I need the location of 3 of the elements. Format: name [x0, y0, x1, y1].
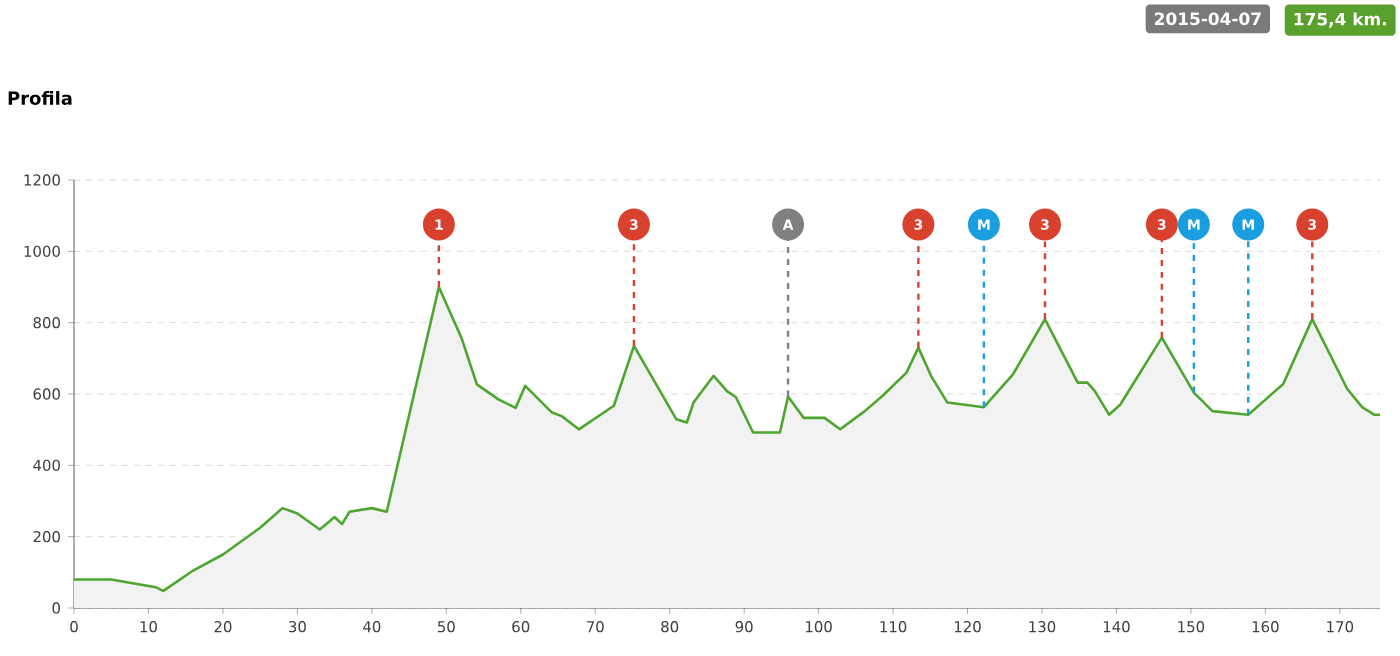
text: 2015-04-07: [1155, 12, 1261, 26]
text: 175,4 km.: [1294, 12, 1386, 28]
chart-title: Profila: [8, 91, 72, 105]
